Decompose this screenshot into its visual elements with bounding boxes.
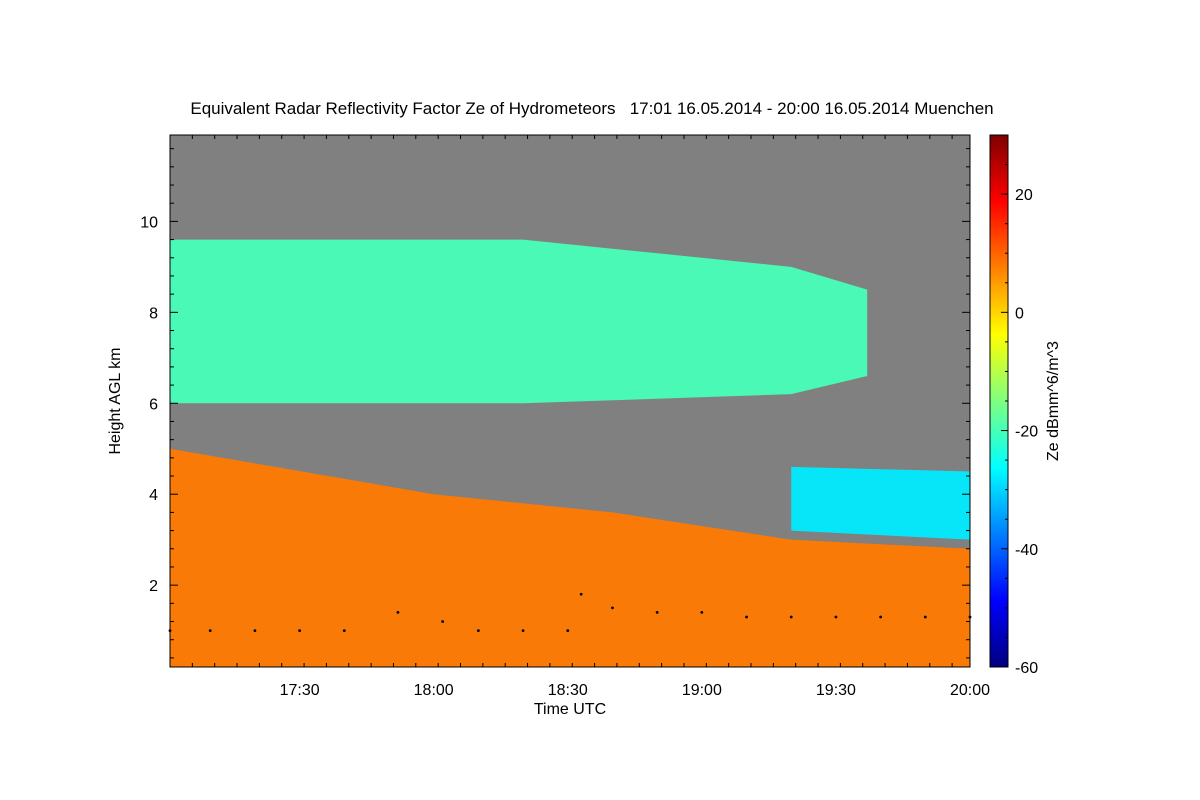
cloud-layer-mid xyxy=(791,466,970,540)
x-axis: 17:30 18:00 18:30 19:00 19:30 20:00 xyxy=(169,135,990,699)
cloud-base-point xyxy=(396,611,400,614)
cloud-base-point xyxy=(923,615,927,619)
x-tick-label: 19:30 xyxy=(816,682,856,699)
x-tick-label: 19:00 xyxy=(682,682,722,699)
colorbar-tick-label: 20 xyxy=(1015,187,1033,204)
x-tick-label: 18:00 xyxy=(414,682,454,699)
cloud-base-point xyxy=(834,615,838,619)
cloud-layer-upper xyxy=(170,239,868,404)
cloud-layer-lower xyxy=(170,448,970,667)
cloud-base-point xyxy=(611,606,614,610)
cloud-base-point xyxy=(441,620,445,623)
cloud-base-point xyxy=(745,615,748,619)
colorbar-tick-label: -40 xyxy=(1015,542,1038,559)
x-tick-label: 17:30 xyxy=(280,682,320,699)
y-tick-label: 8 xyxy=(149,305,158,322)
colorbar-tick-label: 0 xyxy=(1015,305,1024,322)
x-tick-label: 20:00 xyxy=(950,682,990,699)
plot-frame xyxy=(169,134,971,668)
colorbar: 20 0 -20 -40 -60 Ze dBmm^6/m^3 xyxy=(989,134,1062,677)
cloud-base-point xyxy=(655,611,659,614)
cloud-base-point xyxy=(521,629,525,633)
cloud-base-point xyxy=(253,629,257,633)
x-tick-label: 18:30 xyxy=(548,682,588,699)
cloud-base-point xyxy=(298,629,302,633)
x-axis-label: Time UTC xyxy=(534,701,606,718)
y-tick-label: 2 xyxy=(149,578,158,595)
cloud-base-point xyxy=(342,629,346,633)
cloud-base-point xyxy=(789,615,793,619)
cloud-base-points xyxy=(168,592,972,633)
y-tick-label: 6 xyxy=(149,396,158,413)
cloud-base-point xyxy=(208,629,212,633)
cloud-base-point xyxy=(566,629,570,633)
y-axis-label: Height AGL km xyxy=(107,347,124,454)
colorbar-ticks: 20 0 -20 -40 -60 xyxy=(1001,134,1038,677)
cloud-base-point xyxy=(879,615,883,619)
cloud-base-point xyxy=(476,629,480,633)
colorbar-label: Ze dBmm^6/m^3 xyxy=(1045,341,1062,461)
y-axis: 2 4 6 8 10 xyxy=(140,148,970,659)
colorbar-tick-label: -60 xyxy=(1015,660,1038,677)
plot-area xyxy=(168,134,972,668)
y-tick-label: 4 xyxy=(149,487,158,504)
cloud-base-point xyxy=(579,592,583,596)
reflectivity-layers xyxy=(170,239,970,667)
y-tick-label: 10 xyxy=(140,214,158,231)
cloud-base-point xyxy=(700,611,704,614)
colorbar-tick-label: -20 xyxy=(1015,424,1038,441)
chart-title: Equivalent Radar Reflectivity Factor Ze … xyxy=(190,99,993,118)
